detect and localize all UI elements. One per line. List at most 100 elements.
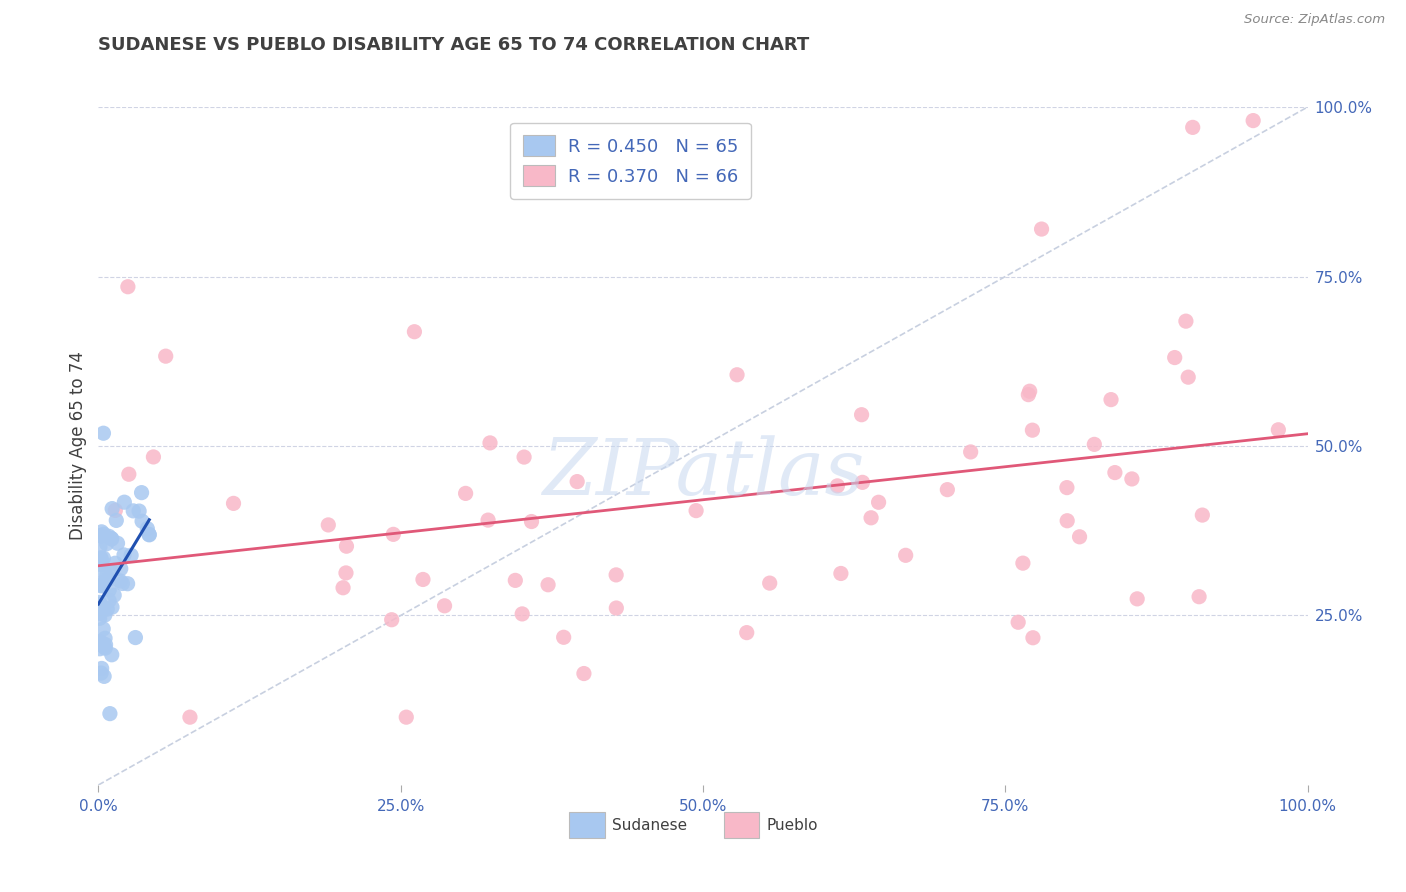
Point <box>477 513 499 527</box>
Point <box>128 504 150 518</box>
Point <box>332 581 354 595</box>
Point <box>851 475 873 490</box>
Point <box>1018 384 1040 399</box>
Point <box>830 566 852 581</box>
Point <box>97 529 120 543</box>
Point <box>100 565 122 579</box>
Point <box>98 582 121 597</box>
Point <box>1083 437 1105 451</box>
Point <box>93 551 115 566</box>
Point <box>395 710 418 724</box>
Point <box>98 593 121 607</box>
Point <box>1017 387 1039 401</box>
Point <box>90 553 112 567</box>
Point <box>553 630 575 644</box>
Point <box>1181 120 1204 135</box>
Point <box>565 475 588 489</box>
Point <box>96 537 118 551</box>
Point <box>112 548 135 562</box>
Point <box>381 613 404 627</box>
Point <box>316 517 339 532</box>
Point <box>101 600 124 615</box>
Point <box>89 529 111 543</box>
Point <box>89 641 111 656</box>
Point <box>827 479 849 493</box>
Point <box>100 532 122 546</box>
Point <box>605 567 627 582</box>
Point <box>107 536 129 550</box>
Point <box>93 640 115 654</box>
Point <box>122 504 145 518</box>
Point <box>93 527 115 541</box>
Point <box>90 666 112 681</box>
Point <box>110 562 132 576</box>
Point <box>936 483 959 497</box>
Point <box>90 550 112 565</box>
Point <box>90 576 112 591</box>
Point <box>179 710 201 724</box>
Point <box>124 631 146 645</box>
Point <box>505 574 527 588</box>
Text: Sudanese: Sudanese <box>612 818 686 832</box>
Point <box>412 573 434 587</box>
Point <box>89 607 111 621</box>
Point <box>104 556 127 570</box>
Point <box>96 568 118 582</box>
Point <box>111 576 134 591</box>
Point <box>90 661 112 675</box>
Point <box>93 565 115 579</box>
Text: Source: ZipAtlas.com: Source: ZipAtlas.com <box>1244 13 1385 27</box>
Point <box>868 495 890 509</box>
Point <box>572 666 595 681</box>
Point <box>90 558 112 572</box>
Point <box>90 636 112 650</box>
Point <box>537 578 560 592</box>
Point <box>97 572 120 586</box>
Point <box>1174 314 1197 328</box>
Point <box>138 527 160 541</box>
Point <box>335 539 357 553</box>
Point <box>1007 615 1029 630</box>
Point <box>142 450 165 464</box>
Point <box>454 486 477 500</box>
Y-axis label: Disability Age 65 to 74: Disability Age 65 to 74 <box>69 351 87 541</box>
Point <box>1241 113 1264 128</box>
Point <box>851 408 873 422</box>
Point <box>117 279 139 293</box>
Point <box>89 634 111 648</box>
Point <box>335 566 357 580</box>
Point <box>1126 591 1149 606</box>
Point <box>404 325 426 339</box>
Legend: R = 0.450   N = 65, R = 0.370   N = 66: R = 0.450 N = 65, R = 0.370 N = 66 <box>510 123 751 199</box>
Point <box>91 639 114 653</box>
Point <box>108 574 131 588</box>
Point <box>104 503 127 517</box>
Point <box>1121 472 1143 486</box>
Point <box>89 540 111 554</box>
Point <box>222 496 245 510</box>
Point <box>1056 481 1078 495</box>
Point <box>685 503 707 517</box>
Point <box>90 578 112 592</box>
Point <box>860 510 883 524</box>
Point <box>1163 351 1185 365</box>
Point <box>382 527 405 541</box>
Point <box>1104 466 1126 480</box>
Point <box>1069 530 1091 544</box>
Point <box>89 611 111 625</box>
Point <box>1191 508 1213 522</box>
Point <box>90 524 112 539</box>
Point <box>94 607 117 622</box>
Point <box>94 638 117 652</box>
Point <box>89 595 111 609</box>
Point <box>91 622 114 636</box>
Point <box>117 576 139 591</box>
Point <box>758 576 780 591</box>
Point <box>1031 222 1053 236</box>
Point <box>136 522 159 536</box>
Point <box>1099 392 1122 407</box>
Point <box>131 514 153 528</box>
Point <box>513 450 536 464</box>
Point <box>90 579 112 593</box>
Point <box>93 669 115 683</box>
